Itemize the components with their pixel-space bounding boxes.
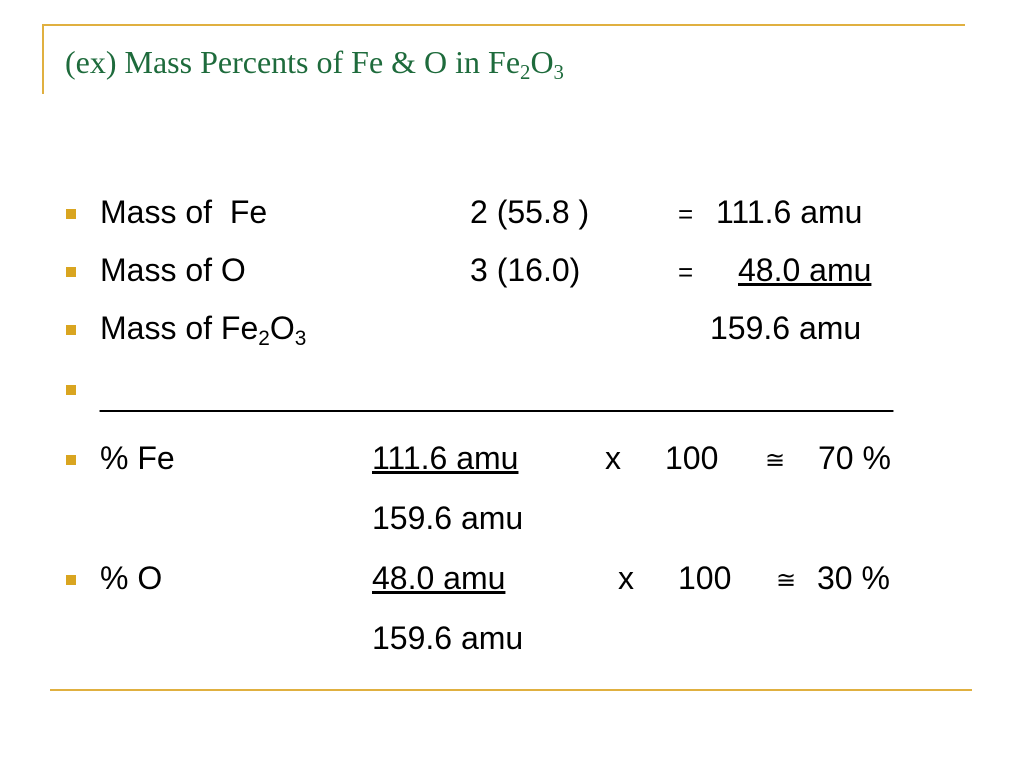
subscript: 3: [553, 61, 564, 85]
equals: =: [678, 199, 694, 229]
row-label: Mass of Fe2O3: [100, 310, 306, 349]
result: 30 %: [817, 560, 890, 596]
row-label: % O: [100, 560, 163, 596]
bullet: [66, 455, 76, 465]
factor: 100: [665, 440, 719, 476]
row-label: % Fe: [100, 440, 175, 476]
label-text: Mass of Fe: [100, 310, 259, 346]
title-text: (ex) Mass Percents of Fe & O in Fe: [65, 44, 521, 80]
subscript: 2: [258, 327, 270, 351]
equals: =: [678, 257, 694, 287]
subscript: 2: [520, 61, 531, 85]
bullet: [66, 385, 76, 395]
row-label: Mass of O: [100, 252, 246, 288]
row-label: Mass of Fe: [100, 194, 268, 230]
result: 48.0 amu: [738, 252, 872, 288]
expression: 2 (55.8 ): [470, 194, 590, 230]
times: x: [618, 560, 634, 596]
expression: 3 (16.0): [470, 252, 581, 288]
title-text: O: [530, 44, 554, 80]
left-rule: [42, 24, 44, 94]
result: 159.6 amu: [710, 310, 862, 346]
top-rule: [42, 24, 965, 26]
times: x: [605, 440, 621, 476]
bullet: [66, 575, 76, 585]
bullet: [66, 267, 76, 277]
numerator: 111.6 amu: [372, 440, 519, 476]
result: 111.6 amu: [716, 194, 863, 230]
approx-sign: ≅: [776, 567, 797, 594]
numerator: 48.0 amu: [372, 560, 506, 596]
slide-title: (ex) Mass Percents of Fe & O in Fe2O3: [65, 44, 564, 85]
factor: 100: [678, 560, 732, 596]
denominator: 159.6 amu: [372, 500, 524, 536]
bottom-rule: [50, 689, 972, 691]
subscript: 3: [294, 327, 307, 351]
denominator: 159.6 amu: [372, 620, 524, 656]
approx-sign: ≅: [765, 447, 786, 474]
bullet: [66, 209, 76, 219]
label-text: O: [269, 310, 295, 346]
separator: ________________________________________…: [100, 378, 894, 413]
bullet: [66, 325, 76, 335]
result: 70 %: [818, 440, 891, 476]
